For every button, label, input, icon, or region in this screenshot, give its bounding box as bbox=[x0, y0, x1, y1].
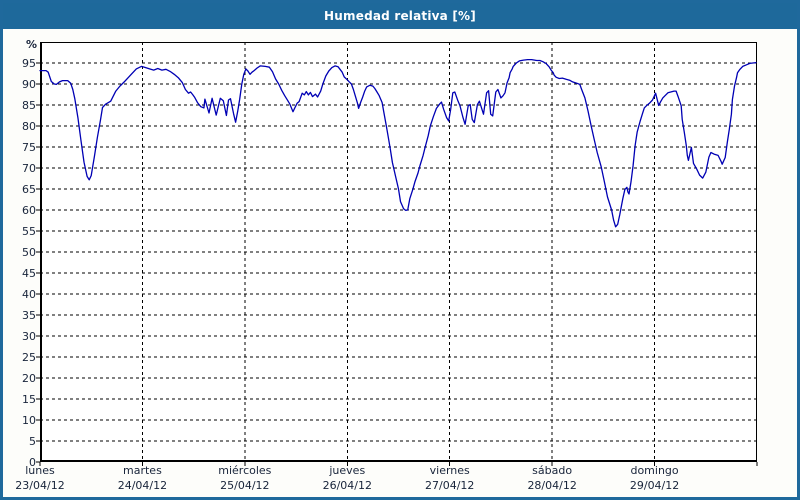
x-axis-day-label: martes 24/04/12 bbox=[118, 464, 167, 493]
day-name: jueves bbox=[329, 464, 366, 477]
y-axis-tick-label: 20 bbox=[22, 371, 36, 385]
day-date: 29/04/12 bbox=[629, 479, 680, 492]
plot-area bbox=[36, 42, 758, 466]
y-axis-unit-label: % bbox=[25, 38, 37, 51]
y-axis-tick-label: 5 bbox=[29, 434, 36, 448]
y-axis-tick-label: 55 bbox=[22, 224, 36, 238]
y-axis-tick-label: 90 bbox=[22, 77, 36, 91]
y-axis-tick-label: 50 bbox=[22, 245, 36, 259]
day-date: 27/04/12 bbox=[425, 479, 475, 492]
y-axis-tick-label: 30 bbox=[22, 329, 36, 343]
y-axis-tick-label: 35 bbox=[22, 308, 36, 322]
day-date: 25/04/12 bbox=[220, 479, 270, 492]
x-axis-day-label: domingo 29/04/12 bbox=[630, 464, 679, 493]
y-axis-tick-label: 75 bbox=[22, 140, 36, 154]
plot-background bbox=[40, 42, 757, 462]
chart-title: Humedad relativa [%] bbox=[324, 9, 476, 23]
day-name: miércoles bbox=[218, 464, 272, 477]
humidity-line bbox=[39, 58, 757, 228]
y-axis-tick-label: 45 bbox=[22, 266, 36, 280]
title-bar: Humedad relativa [%] bbox=[3, 3, 797, 29]
y-axis-tick-label: 65 bbox=[22, 182, 36, 196]
x-axis-day-label: lunes 23/04/12 bbox=[15, 464, 64, 493]
y-axis-tick-label: 0 bbox=[29, 455, 36, 469]
y-axis-tick-label: 25 bbox=[22, 350, 36, 364]
y-axis-tick-label: 10 bbox=[22, 413, 36, 427]
y-axis-tick-label: 40 bbox=[22, 287, 36, 301]
y-axis-tick-label: 95 bbox=[22, 56, 36, 70]
x-axis-day-label: sábado 28/04/12 bbox=[527, 464, 576, 493]
day-date: 26/04/12 bbox=[322, 479, 372, 492]
day-date: 28/04/12 bbox=[527, 479, 577, 492]
day-name: sábado bbox=[532, 464, 573, 477]
y-axis-tick-label: 15 bbox=[22, 392, 36, 406]
day-date: 23/04/12 bbox=[15, 479, 65, 492]
y-axis-tick-label: 85 bbox=[22, 98, 36, 112]
y-axis-tick-label: 80 bbox=[22, 119, 36, 133]
y-axis-tick-label: 70 bbox=[22, 161, 36, 175]
day-name: lunes bbox=[25, 464, 55, 477]
day-name: viernes bbox=[429, 464, 470, 477]
x-axis-day-label: viernes 27/04/12 bbox=[425, 464, 474, 493]
x-axis-labels: lunes 23/04/12 martes 24/04/12 miércoles 25/0… bbox=[15, 464, 757, 497]
x-axis-day-label: jueves 26/04/12 bbox=[323, 464, 372, 493]
y-axis-labels: 0 5 10 15 20 25 30 35 40 45 50 55 60 65 70 75 80 85 90 95 bbox=[3, 42, 37, 469]
x-axis-day-label: miércoles 25/04/12 bbox=[218, 464, 271, 493]
day-name: martes bbox=[123, 464, 162, 477]
y-axis-tick-label: 60 bbox=[22, 203, 36, 217]
day-date: 24/04/12 bbox=[117, 479, 168, 492]
day-name: domingo bbox=[630, 464, 679, 477]
